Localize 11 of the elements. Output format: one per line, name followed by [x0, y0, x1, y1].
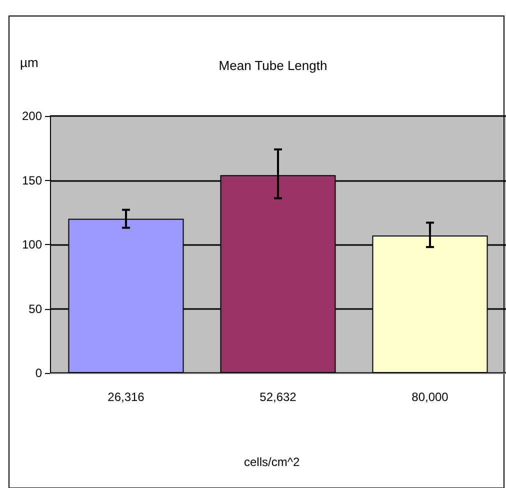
y-tick-label: 150 [22, 173, 42, 188]
y-tick-label: 50 [28, 302, 42, 316]
x-tick-label: 26,316 [108, 390, 145, 404]
chart-title: Mean Tube Length [218, 58, 328, 73]
x-axis-title: cells/cm^2 [244, 455, 300, 469]
x-tick-label: 52,632 [260, 390, 297, 404]
y-tick-label: 0 [35, 366, 42, 380]
y-axis-title: µm [20, 55, 38, 70]
x-tick-label: 80,000 [412, 390, 449, 404]
y-tick-label: 100 [22, 238, 42, 252]
y-tick-label: 200 [22, 109, 42, 123]
